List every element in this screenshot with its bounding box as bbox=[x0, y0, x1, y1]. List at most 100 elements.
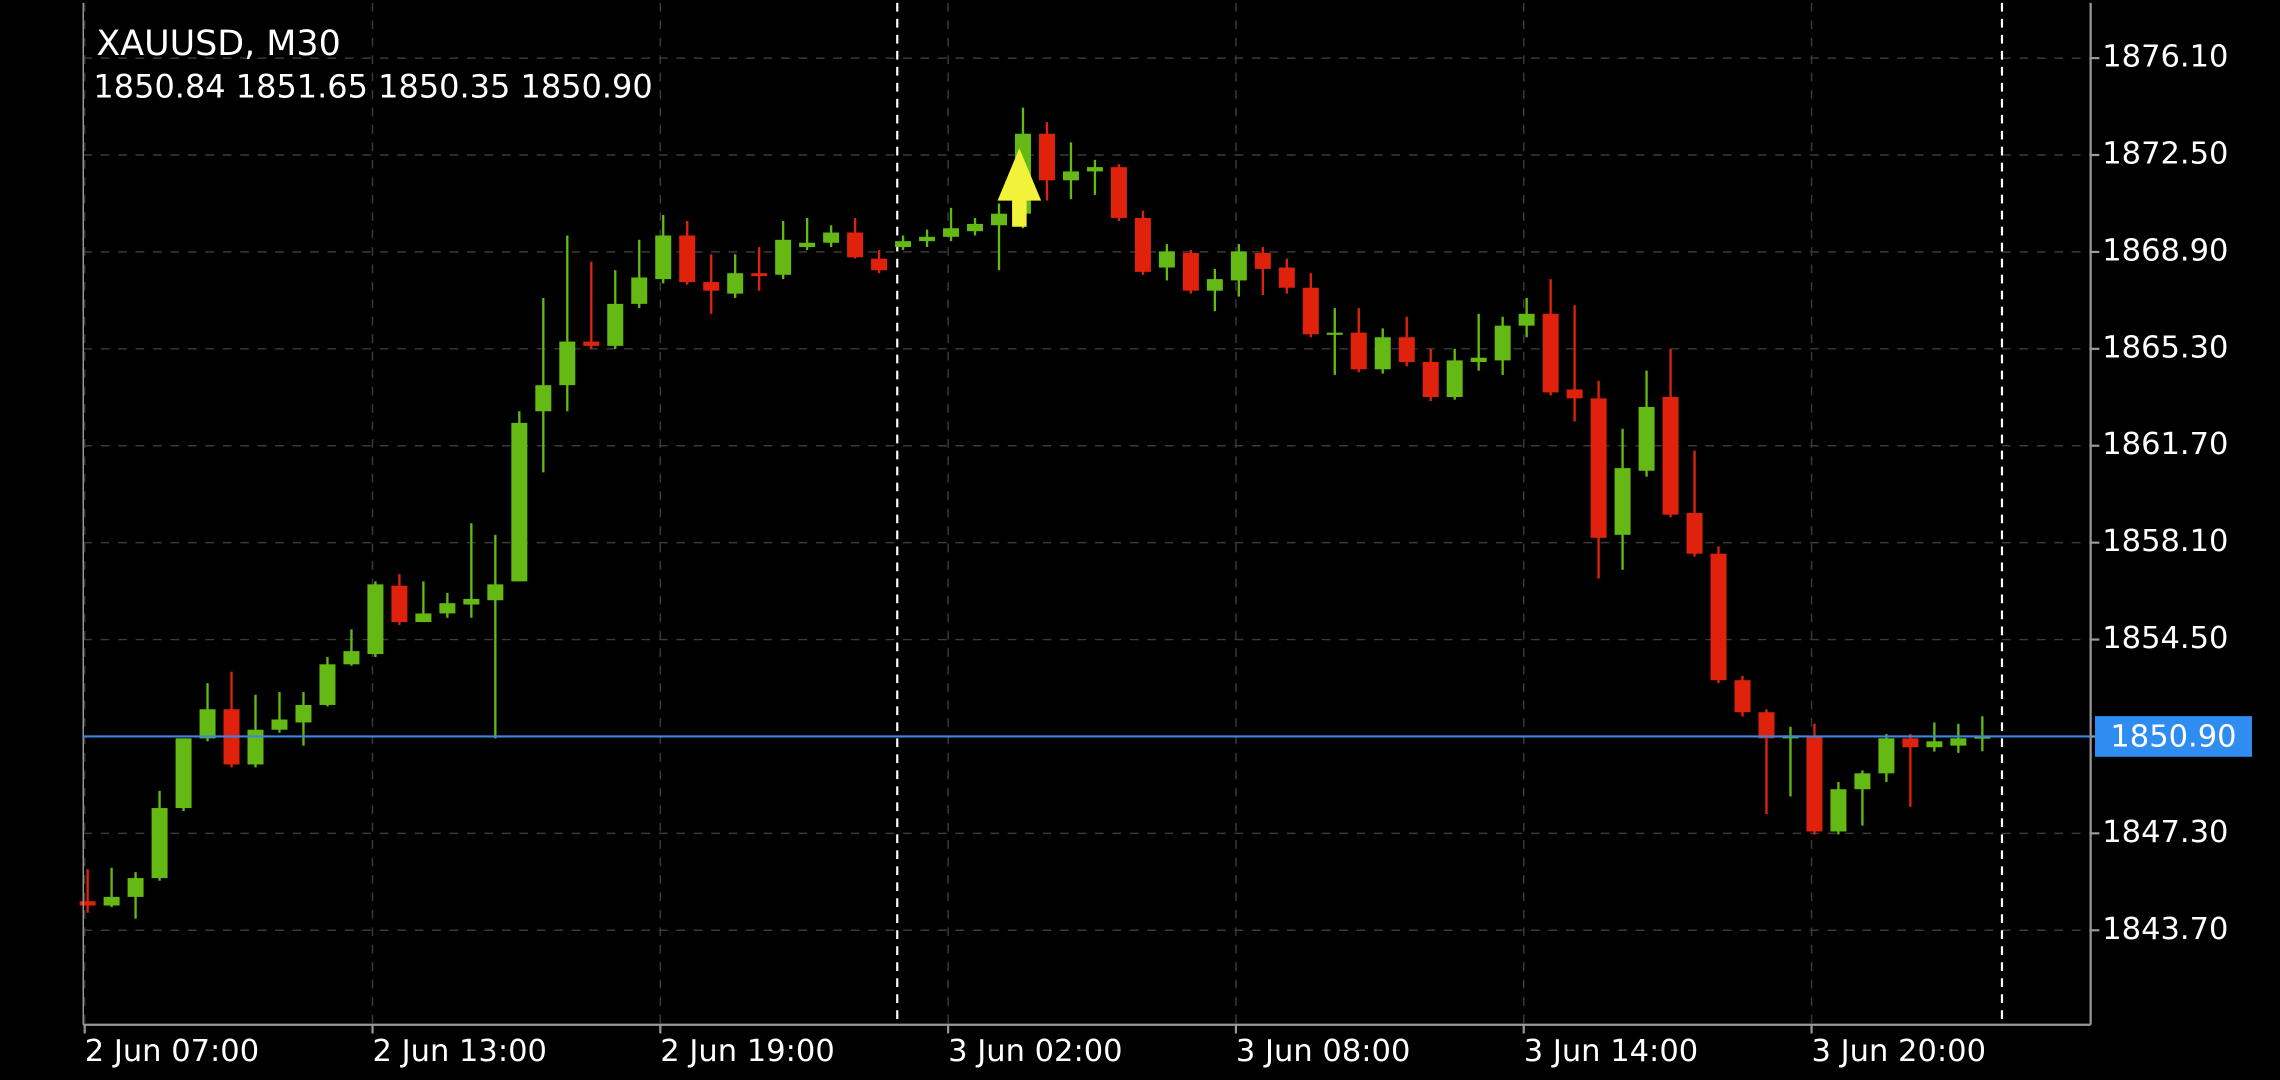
candle-body bbox=[1038, 133, 1055, 181]
candle-body bbox=[1902, 738, 1919, 748]
candle-body bbox=[751, 273, 768, 277]
current-price-label: 1850.90 bbox=[2110, 719, 2236, 754]
candle-body bbox=[295, 704, 312, 723]
candle-body bbox=[631, 277, 648, 304]
y-tick-label: 1843.70 bbox=[2102, 912, 2228, 947]
current-price-box bbox=[2094, 716, 2252, 757]
candle-body bbox=[583, 341, 600, 346]
candle-body bbox=[1566, 389, 1583, 399]
candle-body bbox=[1278, 267, 1295, 288]
y-tick-label: 1872.50 bbox=[2102, 137, 2228, 172]
buy-arrow bbox=[997, 148, 1042, 227]
candle-body bbox=[823, 232, 840, 243]
candle-body bbox=[1110, 167, 1127, 218]
candle-body bbox=[415, 613, 432, 623]
candle-body bbox=[1206, 279, 1223, 291]
candle-body bbox=[247, 729, 264, 765]
candle-body bbox=[703, 282, 720, 291]
candle-body bbox=[535, 385, 552, 412]
candle-body bbox=[847, 232, 864, 258]
candle-body bbox=[1710, 553, 1727, 681]
candle-body bbox=[919, 236, 936, 242]
candle-body bbox=[1614, 468, 1631, 535]
y-tick-label: 1847.30 bbox=[2102, 815, 2228, 850]
candle-body bbox=[1806, 736, 1823, 832]
y-tick-label: 1858.10 bbox=[2102, 524, 2228, 559]
candle-body bbox=[1158, 251, 1175, 268]
candle-body bbox=[199, 709, 216, 739]
candle-body bbox=[895, 241, 912, 248]
candle-body bbox=[1062, 171, 1079, 181]
candle-body bbox=[559, 341, 576, 386]
x-tick-label: 3 Jun 08:00 bbox=[1236, 1034, 1410, 1069]
candle-body bbox=[607, 303, 624, 346]
candle-body bbox=[1830, 789, 1847, 832]
candle-body bbox=[1926, 741, 1943, 748]
candle-body bbox=[271, 719, 288, 730]
candle-body bbox=[943, 228, 960, 237]
candle-body bbox=[1422, 362, 1439, 398]
candle-body bbox=[991, 213, 1007, 226]
x-tick-label: 3 Jun 20:00 bbox=[1812, 1034, 1986, 1069]
candle-body bbox=[439, 603, 456, 614]
x-tick-label: 2 Jun 19:00 bbox=[660, 1034, 834, 1069]
candle-body bbox=[775, 239, 792, 275]
candle-body bbox=[1302, 287, 1319, 335]
y-tick-label: 1861.70 bbox=[2102, 427, 2228, 462]
candle-body bbox=[1494, 325, 1511, 361]
candle-body bbox=[1878, 738, 1895, 774]
candle-body bbox=[151, 808, 168, 879]
y-tick-label: 1854.50 bbox=[2102, 621, 2228, 656]
x-tick-label: 3 Jun 02:00 bbox=[948, 1034, 1122, 1069]
candle-body bbox=[487, 584, 504, 601]
candle-body bbox=[1254, 252, 1271, 269]
x-tick-label: 2 Jun 13:00 bbox=[373, 1034, 547, 1069]
candle-body bbox=[367, 584, 384, 655]
chart-title: XAUUSD, M30 bbox=[96, 24, 340, 64]
candle-body bbox=[1950, 738, 1967, 746]
candle-body bbox=[343, 651, 360, 665]
candle-body bbox=[1374, 337, 1391, 370]
candle-body bbox=[463, 598, 480, 605]
candle-body bbox=[1350, 332, 1367, 370]
candle-body bbox=[1182, 252, 1199, 291]
candle-body bbox=[1734, 680, 1751, 713]
y-tick-label: 1865.30 bbox=[2102, 330, 2228, 365]
x-tick-label: 2 Jun 07:00 bbox=[85, 1034, 259, 1069]
candle-body bbox=[175, 738, 192, 809]
candle-body bbox=[1638, 406, 1655, 471]
candle-body bbox=[1686, 513, 1703, 554]
candle-body bbox=[1326, 332, 1343, 335]
candle-body bbox=[1662, 397, 1679, 515]
candle-body bbox=[727, 273, 744, 294]
candle-body bbox=[1758, 712, 1775, 739]
candle-body bbox=[127, 878, 144, 897]
candle-body bbox=[1398, 337, 1415, 363]
candle-body bbox=[1470, 357, 1487, 363]
candle-body bbox=[871, 258, 888, 271]
candle-body bbox=[1134, 217, 1151, 272]
candles bbox=[79, 107, 1991, 919]
candle-body bbox=[1854, 773, 1871, 790]
candle-body bbox=[103, 896, 120, 906]
candle-body bbox=[1230, 251, 1247, 281]
candle-body bbox=[79, 901, 96, 906]
candle-body bbox=[1518, 313, 1535, 326]
candle-body bbox=[1590, 398, 1607, 538]
x-tick-label: 3 Jun 14:00 bbox=[1524, 1034, 1698, 1069]
y-tick-label: 1868.90 bbox=[2102, 233, 2228, 268]
candle-body bbox=[1542, 313, 1559, 393]
axis-labels: 1843.701847.301850.901854.501858.101861.… bbox=[83, 40, 2228, 1069]
candle-body bbox=[319, 664, 336, 705]
candle-body bbox=[511, 422, 528, 582]
candle-body bbox=[679, 235, 696, 283]
candle-body bbox=[799, 242, 816, 248]
candle-body bbox=[391, 585, 408, 623]
candle-body bbox=[655, 235, 672, 280]
y-tick-label: 1876.10 bbox=[2102, 40, 2228, 75]
candle-body bbox=[1446, 360, 1463, 398]
ohlc-readout: 1850.84 1851.65 1850.35 1850.90 bbox=[93, 68, 652, 106]
